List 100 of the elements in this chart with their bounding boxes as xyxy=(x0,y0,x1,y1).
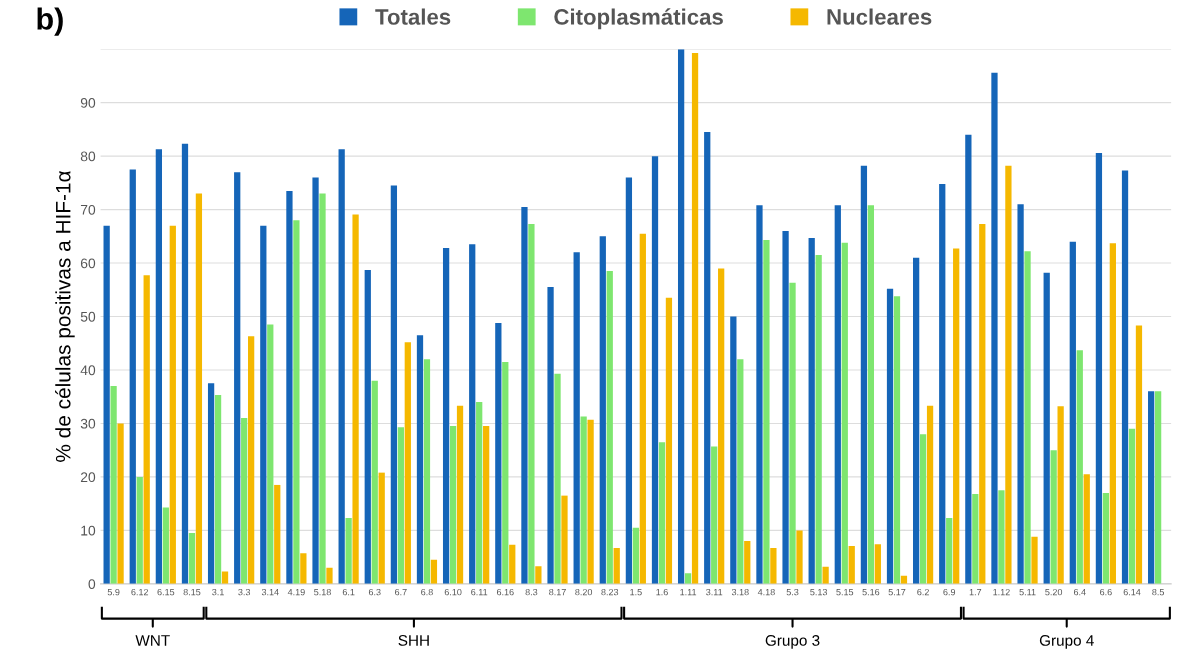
x-tick-label: 5.16 xyxy=(862,588,880,596)
x-tick-label: 8.5 xyxy=(1152,588,1165,596)
bar xyxy=(397,427,404,584)
bar xyxy=(639,233,646,584)
bar xyxy=(248,336,255,584)
x-tick-label: 1.5 xyxy=(630,589,642,596)
bar xyxy=(390,185,398,584)
bar xyxy=(796,530,803,584)
x-tick-label: 5.11 xyxy=(1019,589,1036,596)
bar xyxy=(509,544,516,584)
bar xyxy=(274,484,281,584)
bar xyxy=(416,335,424,584)
x-tick-label: 6.3 xyxy=(368,588,381,596)
bar xyxy=(195,193,203,584)
bar xyxy=(155,149,163,584)
bar xyxy=(312,177,319,584)
x-tick-label: 8.15 xyxy=(183,588,201,596)
bar xyxy=(1057,406,1064,584)
bar xyxy=(1050,450,1057,584)
x-tick-label: 3.3 xyxy=(238,588,251,596)
bar xyxy=(430,559,438,584)
bar xyxy=(143,275,150,584)
bar xyxy=(378,472,385,584)
bar xyxy=(939,183,946,584)
bar xyxy=(234,172,241,584)
bar xyxy=(103,225,110,584)
bar xyxy=(632,527,639,584)
bar xyxy=(319,193,326,584)
bar xyxy=(1102,492,1110,584)
bar xyxy=(815,255,822,584)
bar xyxy=(162,507,169,584)
bar xyxy=(483,426,490,584)
text: WNT xyxy=(135,635,170,646)
bar xyxy=(456,405,464,584)
x-tick-label: 5.13 xyxy=(810,588,828,596)
bar xyxy=(528,224,535,584)
bar xyxy=(979,224,986,584)
bar xyxy=(730,316,737,584)
x-tick-label: 6.16 xyxy=(496,588,514,596)
bar xyxy=(1017,204,1024,584)
y-tick-label: 70 xyxy=(80,204,96,215)
x-tick-label: 6.4 xyxy=(1073,588,1086,596)
bar xyxy=(521,206,528,584)
bar xyxy=(1024,251,1031,584)
y-tick-label: 30 xyxy=(80,418,96,429)
x-tick-label: 3.1 xyxy=(212,588,224,596)
bar xyxy=(286,190,293,584)
bar xyxy=(946,518,953,584)
y-tick-label: 90 xyxy=(80,98,96,108)
bar xyxy=(1154,391,1162,584)
bar xyxy=(953,248,960,584)
x-tick-label: 5.9 xyxy=(107,588,120,596)
x-tick-label: 1.12 xyxy=(993,588,1010,596)
bar xyxy=(1148,391,1155,584)
bar xyxy=(691,52,699,584)
y-tick-label: 50 xyxy=(80,311,96,322)
bar xyxy=(848,545,855,584)
y-tick-label: 0 xyxy=(88,579,96,590)
bar xyxy=(684,573,692,584)
bar xyxy=(1069,241,1076,584)
x-tick-label: 6.8 xyxy=(421,588,433,596)
bar xyxy=(886,288,894,584)
x-tick-label: 6.2 xyxy=(917,588,929,596)
bar xyxy=(214,395,222,584)
bar xyxy=(711,446,718,584)
bar xyxy=(561,495,568,584)
text: SHH xyxy=(398,635,429,646)
x-tick-label: 1.6 xyxy=(656,588,668,596)
x-tick-label: 5.3 xyxy=(786,588,799,596)
bar xyxy=(449,426,457,584)
bar xyxy=(782,230,789,584)
bar xyxy=(371,380,378,584)
bar xyxy=(364,270,371,584)
bar xyxy=(737,359,744,584)
y-axis-title: % de células positivas a HIF-1α xyxy=(55,170,75,462)
bar xyxy=(260,225,267,584)
y-tick-label: 80 xyxy=(80,151,96,162)
bar xyxy=(808,237,815,584)
bar xyxy=(267,324,274,584)
x-tick-label: 4.18 xyxy=(757,588,775,596)
bar xyxy=(998,490,1005,584)
bar xyxy=(326,567,333,584)
bar xyxy=(169,225,176,584)
x-tick-label: 5.20 xyxy=(1045,588,1063,596)
bar xyxy=(535,566,542,584)
chart-title: b) xyxy=(37,7,63,36)
text: Grupo 3 xyxy=(765,635,820,649)
x-tick-label: 8.23 xyxy=(601,588,619,596)
bar xyxy=(919,434,927,584)
bar xyxy=(625,177,633,584)
y-tick-label: 10 xyxy=(81,525,96,536)
bar xyxy=(965,134,972,584)
bar xyxy=(658,442,666,584)
bar xyxy=(972,494,979,584)
x-tick-label: 8.20 xyxy=(575,588,593,596)
bar xyxy=(241,418,248,584)
bar xyxy=(913,257,920,584)
bar xyxy=(613,548,620,584)
bar xyxy=(207,383,215,584)
x-tick-label: 6.10 xyxy=(444,588,462,596)
